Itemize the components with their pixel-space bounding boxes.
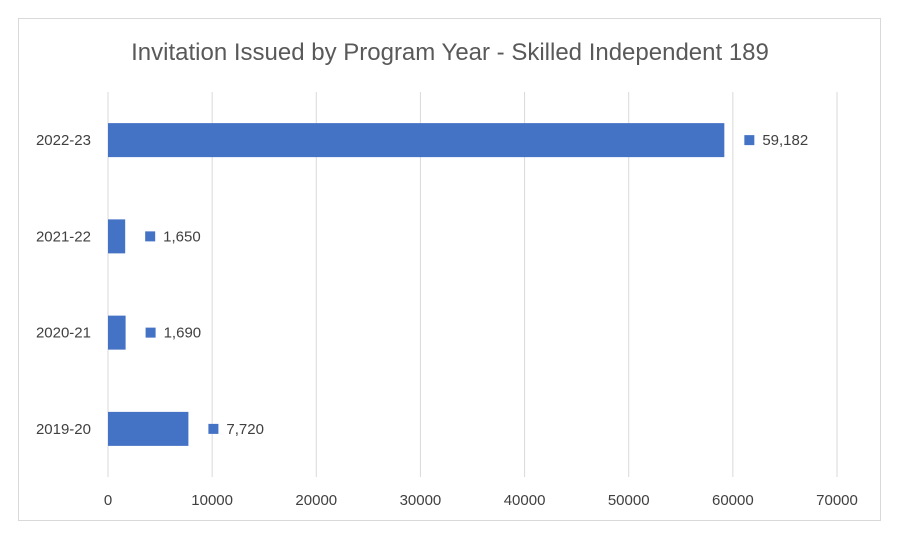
data-label: 59,182 xyxy=(762,132,808,149)
y-tick-label: 2022-23 xyxy=(36,132,91,149)
data-label-marker xyxy=(208,423,219,434)
data-label: 1,690 xyxy=(164,325,202,342)
y-tick-label: 2021-22 xyxy=(36,228,91,245)
data-labels: 7,720 1,690 1,650 59,182 xyxy=(145,132,808,438)
bar xyxy=(108,123,725,158)
data-label-marker xyxy=(145,231,156,242)
x-tick-label: 0 xyxy=(104,492,112,509)
data-label-marker xyxy=(744,135,755,146)
chart-title: Invitation Issued by Program Year - Skil… xyxy=(131,39,769,66)
y-tick-label: 2020-21 xyxy=(36,325,91,342)
y-tick-label: 2019-20 xyxy=(36,421,91,438)
bar xyxy=(108,315,126,350)
bar xyxy=(108,219,126,254)
bars xyxy=(108,123,725,446)
x-tick-label: 10000 xyxy=(191,492,233,509)
x-axis-ticks: 0 10000 20000 30000 40000 50000 60000 70000 xyxy=(104,492,858,509)
data-label-marker xyxy=(145,327,156,338)
x-tick-label: 70000 xyxy=(816,492,858,509)
data-label: 1,650 xyxy=(163,228,201,245)
x-tick-label: 50000 xyxy=(608,492,650,509)
x-tick-label: 60000 xyxy=(712,492,754,509)
x-tick-label: 40000 xyxy=(504,492,546,509)
bar xyxy=(108,411,189,446)
x-tick-label: 30000 xyxy=(400,492,442,509)
data-label: 7,720 xyxy=(226,421,264,438)
y-axis-ticks: 2019-20 2020-21 2021-22 2022-23 xyxy=(36,132,91,438)
x-tick-label: 20000 xyxy=(295,492,337,509)
